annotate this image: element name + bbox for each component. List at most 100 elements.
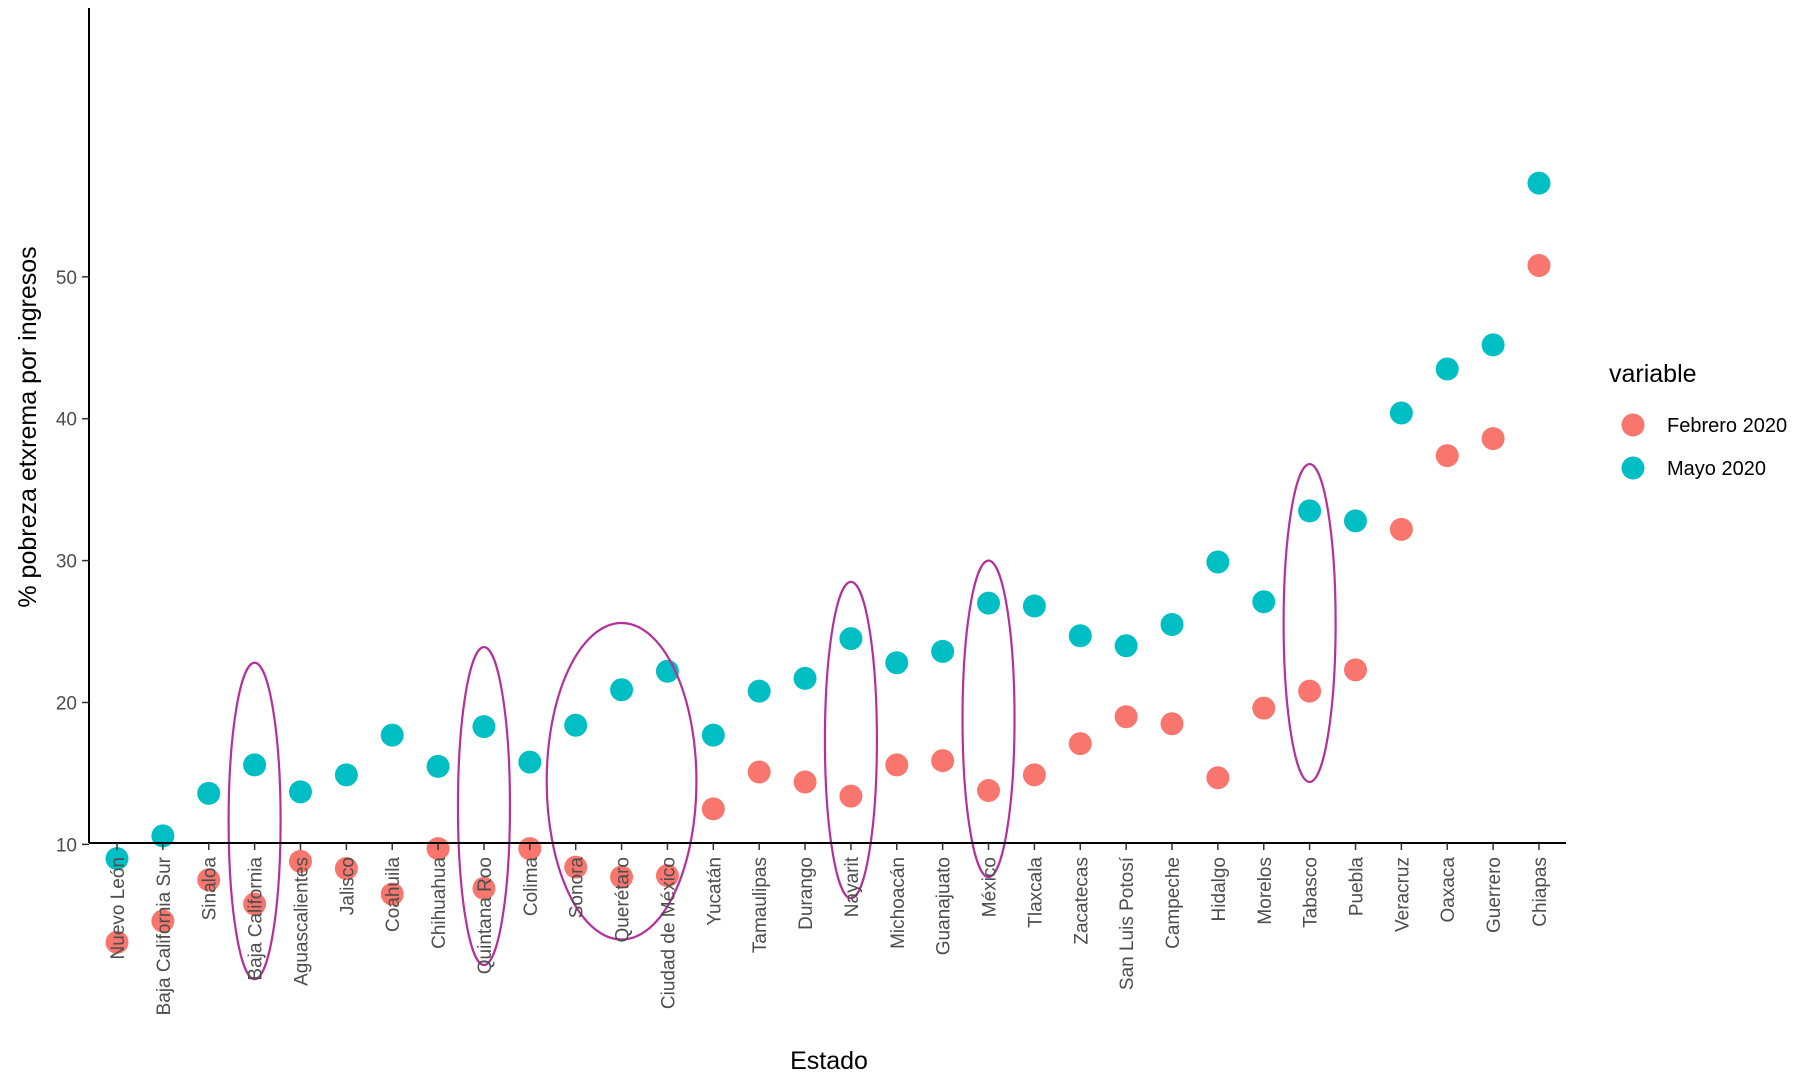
x-tick-label-oaxaca: Oaxaca bbox=[1438, 857, 1459, 923]
point-mayo-2020-mexico bbox=[977, 591, 1001, 615]
point-febrero-2020-oaxaca bbox=[1435, 444, 1459, 468]
point-mayo-2020-hidalgo bbox=[1206, 550, 1230, 574]
x-tick-label-quintana-roo: Quintana Roo bbox=[475, 857, 496, 974]
x-tick-label-nuevo-leon: Nuevo León bbox=[108, 857, 129, 959]
point-mayo-2020-nayarit bbox=[839, 627, 863, 651]
x-tick-label-tamaulipas: Tamaulipas bbox=[750, 857, 771, 953]
point-febrero-2020-zacatecas bbox=[1068, 732, 1092, 756]
point-mayo-2020-aguascalientes bbox=[288, 780, 312, 804]
x-tick-label-puebla: Puebla bbox=[1346, 857, 1367, 917]
x-tick-label-zacatecas: Zacatecas bbox=[1071, 857, 1092, 945]
point-mayo-2020-tabasco bbox=[1298, 499, 1322, 523]
point-febrero-2020-jalisco bbox=[334, 857, 358, 881]
point-febrero-2020-nuevo-leon bbox=[105, 930, 129, 954]
point-febrero-2020-guerrero bbox=[1481, 427, 1505, 451]
point-mayo-2020-san-luis-potosi bbox=[1114, 634, 1138, 658]
point-mayo-2020-sonora bbox=[564, 713, 588, 737]
highlight-ellipse-6 bbox=[1282, 463, 1337, 784]
point-mayo-2020-chiapas bbox=[1527, 171, 1551, 195]
point-febrero-2020-baja-california bbox=[243, 892, 267, 916]
x-tick-label-veracruz: Veracruz bbox=[1392, 857, 1413, 932]
point-mayo-2020-chihuahua bbox=[426, 754, 450, 778]
highlight-ellipse-3 bbox=[545, 621, 698, 941]
point-febrero-2020-tabasco bbox=[1298, 679, 1322, 703]
x-tick-label-aguascalientes: Aguascalientes bbox=[291, 857, 312, 986]
point-mayo-2020-campeche bbox=[1160, 612, 1184, 636]
point-mayo-2020-oaxaca bbox=[1435, 357, 1459, 381]
point-mayo-2020-nuevo-leon bbox=[105, 847, 129, 871]
x-tick-label-michoacan: Michoacán bbox=[888, 857, 909, 949]
x-tick-label-baja-california: Baja California bbox=[246, 857, 267, 981]
point-mayo-2020-veracruz bbox=[1389, 401, 1413, 425]
x-axis: Nuevo León Baja California Sur Sinaloa Baja… bbox=[89, 842, 1566, 1015]
y-axis: 10 20 30 40 50 bbox=[56, 8, 90, 856]
legend-key-febrero-2020 bbox=[1621, 413, 1645, 437]
x-tick-label-jalisco: Jalisco bbox=[337, 857, 358, 915]
highlight-ellipse-1 bbox=[227, 661, 282, 981]
point-febrero-2020-san-luis-potosi bbox=[1114, 705, 1138, 729]
y-tick-label: 40 bbox=[56, 410, 77, 431]
point-mayo-2020-queretaro bbox=[610, 678, 634, 702]
y-tick-label: 50 bbox=[56, 268, 77, 289]
point-febrero-2020-morelos bbox=[1252, 696, 1276, 720]
point-febrero-2020-sonora bbox=[564, 855, 588, 879]
x-tick-label-morelos: Morelos bbox=[1255, 857, 1276, 925]
point-mayo-2020-colima bbox=[518, 750, 542, 774]
x-tick-label-durango: Durango bbox=[796, 857, 817, 930]
y-tick-label: 30 bbox=[56, 552, 77, 573]
point-febrero-2020-baja-california-sur bbox=[151, 909, 175, 933]
x-tick-label-guanajuato: Guanajuato bbox=[934, 857, 955, 955]
x-tick-label-chihuahua: Chihuahua bbox=[429, 857, 450, 949]
point-mayo-2020-morelos bbox=[1252, 590, 1276, 614]
point-mayo-2020-guanajuato bbox=[931, 639, 955, 663]
x-tick-label-yucatan: Yucatán bbox=[704, 857, 725, 926]
point-mayo-2020-tlaxcala bbox=[1022, 594, 1046, 618]
point-mayo-2020-michoacan bbox=[885, 651, 909, 675]
legend-title: variable bbox=[1609, 360, 1697, 388]
point-febrero-2020-campeche bbox=[1160, 712, 1184, 736]
x-tick-label-campeche: Campeche bbox=[1163, 857, 1184, 949]
point-febrero-2020-quintana-roo bbox=[472, 876, 496, 900]
point-febrero-2020-puebla bbox=[1343, 658, 1367, 682]
point-mayo-2020-coahuila bbox=[380, 723, 404, 747]
legend-label-febrero-2020: Febrero 2020 bbox=[1667, 415, 1787, 437]
x-tick-label-sinaloa: Sinaloa bbox=[200, 857, 221, 921]
legend: variable Febrero 2020 Mayo 2020 bbox=[1609, 360, 1787, 480]
legend-key-mayo-2020 bbox=[1621, 456, 1645, 480]
x-tick-label-coahuila: Coahuila bbox=[383, 857, 404, 932]
point-mayo-2020-jalisco bbox=[334, 763, 358, 787]
point-mayo-2020-baja-california bbox=[243, 753, 267, 777]
point-febrero-2020-michoacan bbox=[885, 753, 909, 777]
x-axis-title: Estado bbox=[790, 1047, 868, 1075]
point-febrero-2020-guanajuato bbox=[931, 749, 955, 773]
x-tick-label-tabasco: Tabasco bbox=[1301, 857, 1322, 928]
highlight-ellipse-2 bbox=[456, 646, 512, 967]
y-tick-label: 10 bbox=[56, 835, 77, 856]
x-tick-label-hidalgo: Hidalgo bbox=[1209, 857, 1230, 921]
x-tick-label-sonora: Sonora bbox=[567, 857, 588, 919]
point-mayo-2020-sinaloa bbox=[197, 781, 221, 805]
point-mayo-2020-guerrero bbox=[1481, 333, 1505, 357]
x-tick-label-colima: Colima bbox=[521, 857, 542, 917]
x-tick-label-nayarit: Nayarit bbox=[842, 856, 863, 917]
highlight-ellipse-5 bbox=[961, 559, 1016, 879]
y-tick-label: 20 bbox=[56, 694, 77, 715]
x-tick-label-queretaro: Querétaro bbox=[613, 857, 634, 943]
y-axis-title: % pobreza etxrema por ingresos bbox=[14, 246, 42, 607]
x-tick-label-ciudad-de-mexico: Ciudad de México bbox=[658, 857, 679, 1009]
point-febrero-2020-nayarit bbox=[839, 784, 863, 808]
point-mayo-2020-puebla bbox=[1343, 509, 1367, 533]
x-tick-label-san-luis-potosi: San Luis Potosí bbox=[1117, 856, 1138, 990]
point-mayo-2020-tamaulipas bbox=[747, 679, 771, 703]
point-febrero-2020-coahuila bbox=[380, 882, 404, 906]
point-febrero-2020-chiapas bbox=[1527, 253, 1551, 277]
point-mayo-2020-baja-california-sur bbox=[151, 824, 175, 848]
point-febrero-2020-yucatan bbox=[701, 797, 725, 821]
point-febrero-2020-tlaxcala bbox=[1022, 763, 1046, 787]
x-tick-label-chiapas: Chiapas bbox=[1530, 857, 1551, 927]
point-febrero-2020-veracruz bbox=[1389, 517, 1413, 541]
point-febrero-2020-mexico bbox=[977, 778, 1001, 802]
point-febrero-2020-aguascalientes bbox=[288, 849, 312, 873]
x-tick-label-baja-california-sur: Baja California Sur bbox=[154, 856, 175, 1015]
